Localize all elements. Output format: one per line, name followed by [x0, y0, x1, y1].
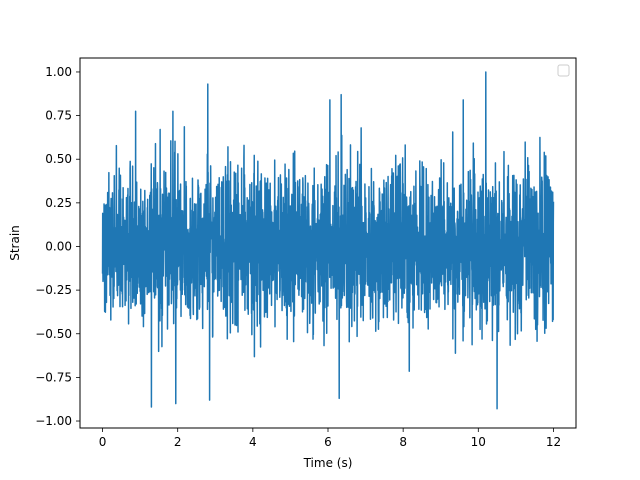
y-tick-label: 0.75	[45, 109, 72, 123]
x-tick-label: 10	[471, 435, 486, 449]
y-axis-ticks: −1.00 −0.75 −0.50 −0.25 0.00 0.25 0.50 0.75 1.00	[35, 65, 80, 428]
series-group	[101, 71, 555, 410]
y-tick-label: 1.00	[45, 65, 72, 79]
x-tick-label: 6	[324, 435, 332, 449]
x-tick-label: 0	[99, 435, 107, 449]
y-tick-label: −0.75	[35, 370, 72, 384]
x-tick-label: 2	[174, 435, 182, 449]
y-axis-label: Strain	[8, 225, 22, 261]
legend-box	[557, 64, 570, 77]
x-axis-label: Time (s)	[303, 456, 353, 470]
y-tick-label: 0.00	[45, 239, 72, 253]
x-tick-label: 4	[249, 435, 257, 449]
y-tick-label: −0.50	[35, 327, 72, 341]
y-tick-label: −1.00	[35, 414, 72, 428]
y-tick-label: 0.25	[45, 196, 72, 210]
x-axis-ticks: 0 2 4 6 8 10 12	[99, 428, 561, 449]
y-tick-label: −0.25	[35, 283, 72, 297]
x-tick-label: 8	[399, 435, 407, 449]
x-tick-label: 12	[546, 435, 561, 449]
y-tick-label: 0.50	[45, 152, 72, 166]
strain-series-line	[101, 71, 555, 410]
